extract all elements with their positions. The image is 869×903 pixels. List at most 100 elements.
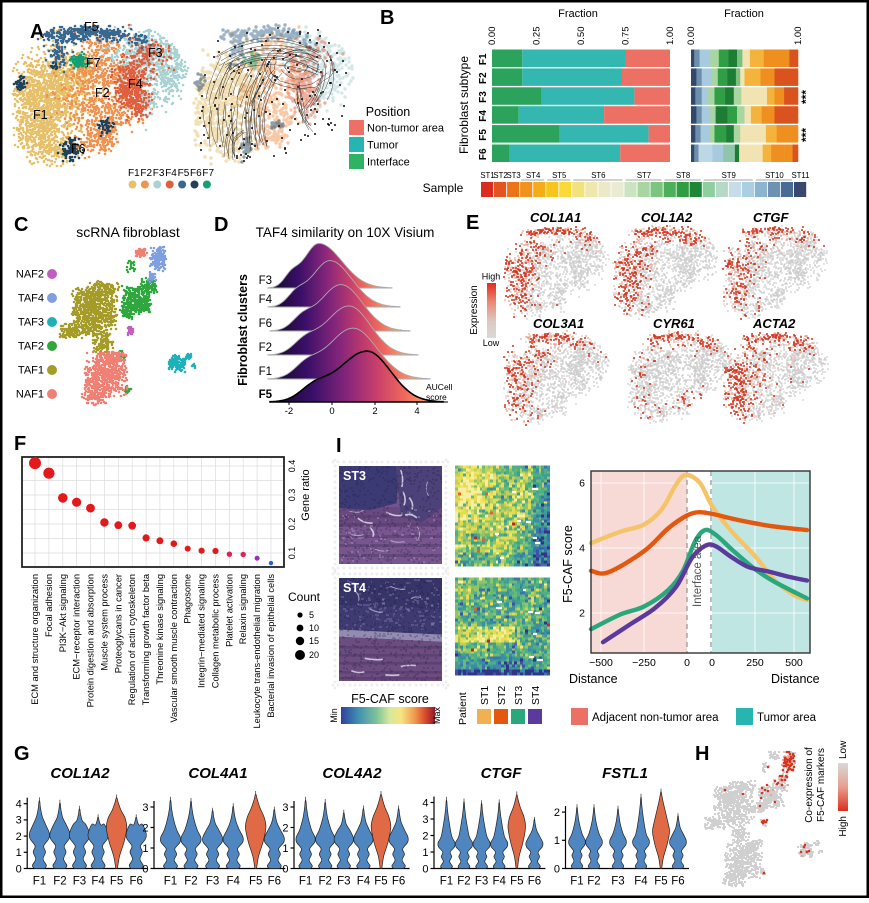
svg-text:0.1: 0.1 bbox=[287, 547, 297, 560]
svg-text:Proteoglycans in cancer: Proteoglycans in cancer bbox=[113, 574, 123, 673]
svg-text:0: 0 bbox=[282, 863, 288, 875]
svg-text:F5: F5 bbox=[654, 876, 667, 888]
svg-text:scRNA fibroblast: scRNA fibroblast bbox=[76, 224, 180, 240]
svg-text:ECM and structure organization: ECM and structure organization bbox=[30, 574, 40, 705]
svg-text:***: *** bbox=[799, 90, 813, 104]
svg-text:0.75: 0.75 bbox=[621, 27, 632, 46]
svg-text:ST3: ST3 bbox=[343, 469, 366, 483]
svg-text:Threonine kinase signaling: Threonine kinase signaling bbox=[155, 574, 165, 685]
svg-text:Position: Position bbox=[366, 105, 411, 119]
svg-text:Co-expression of: Co-expression of bbox=[804, 747, 815, 823]
svg-text:D: D bbox=[214, 214, 228, 236]
svg-text:ST2: ST2 bbox=[493, 171, 507, 180]
svg-text:Fraction: Fraction bbox=[724, 8, 764, 20]
svg-text:F4: F4 bbox=[128, 77, 143, 91]
svg-text:F3: F3 bbox=[153, 168, 165, 179]
svg-text:COL3A1: COL3A1 bbox=[533, 316, 584, 331]
svg-text:Patient: Patient bbox=[457, 692, 469, 725]
svg-text:High: High bbox=[838, 816, 849, 837]
svg-text:ST1: ST1 bbox=[480, 171, 494, 180]
svg-text:F2: F2 bbox=[140, 168, 152, 179]
svg-text:High: High bbox=[482, 272, 501, 282]
svg-text:Tumor area: Tumor area bbox=[757, 712, 817, 724]
svg-text:0: 0 bbox=[554, 863, 560, 875]
svg-text:COL1A2: COL1A2 bbox=[641, 210, 693, 225]
svg-text:C: C bbox=[14, 214, 28, 236]
svg-text:F2: F2 bbox=[318, 876, 331, 888]
svg-text:ST4: ST4 bbox=[530, 686, 542, 705]
svg-text:NAF2: NAF2 bbox=[16, 269, 44, 281]
svg-text:4: 4 bbox=[422, 797, 428, 809]
svg-text:3: 3 bbox=[282, 802, 288, 814]
svg-text:F5: F5 bbox=[259, 389, 273, 401]
svg-text:250: 250 bbox=[746, 657, 764, 669]
svg-text:0: 0 bbox=[142, 863, 148, 875]
svg-text:ST2: ST2 bbox=[496, 686, 508, 705]
svg-text:Interface: Interface bbox=[367, 157, 410, 169]
svg-text:2: 2 bbox=[579, 608, 585, 620]
svg-text:FSTL1: FSTL1 bbox=[602, 765, 648, 782]
svg-text:PI3K−Akt signaling: PI3K−Akt signaling bbox=[58, 574, 68, 652]
svg-text:F3: F3 bbox=[206, 876, 219, 888]
svg-text:F: F bbox=[14, 433, 26, 455]
svg-text:4: 4 bbox=[16, 799, 22, 811]
svg-text:ST11: ST11 bbox=[791, 171, 809, 180]
svg-text:F2: F2 bbox=[95, 86, 110, 100]
svg-text:1: 1 bbox=[16, 847, 22, 859]
svg-text:F6: F6 bbox=[129, 876, 142, 888]
svg-text:COL1A2: COL1A2 bbox=[50, 765, 110, 782]
svg-text:Collagen metabolic process: Collagen metabolic process bbox=[210, 574, 220, 689]
svg-text:Regulation of actin cytoskelet: Regulation of actin cytoskeleton bbox=[127, 574, 137, 705]
svg-text:F6: F6 bbox=[71, 142, 86, 156]
svg-text:F1: F1 bbox=[299, 876, 312, 888]
svg-text:Transforming growth factor bet: Transforming growth factor beta bbox=[141, 573, 151, 705]
svg-text:F5: F5 bbox=[478, 129, 489, 141]
svg-text:F1: F1 bbox=[259, 366, 272, 378]
svg-text:F4: F4 bbox=[357, 876, 371, 888]
svg-text:ST6: ST6 bbox=[591, 171, 605, 180]
svg-text:F5-CAF score: F5-CAF score bbox=[351, 692, 429, 706]
svg-text:0.50: 0.50 bbox=[576, 27, 587, 46]
svg-text:2: 2 bbox=[142, 822, 148, 834]
svg-text:G: G bbox=[14, 743, 30, 765]
svg-text:Min: Min bbox=[329, 708, 339, 723]
svg-text:F3: F3 bbox=[337, 876, 350, 888]
svg-text:Tumor: Tumor bbox=[367, 140, 399, 152]
svg-text:ST4: ST4 bbox=[526, 171, 541, 180]
svg-text:F4: F4 bbox=[478, 110, 489, 122]
svg-text:ST3: ST3 bbox=[513, 686, 525, 705]
svg-text:ST9: ST9 bbox=[722, 171, 736, 180]
svg-text:TAF2: TAF2 bbox=[18, 341, 44, 353]
svg-text:Focal adhesion: Focal adhesion bbox=[44, 574, 54, 637]
svg-text:Leukocyte trans-endothelial mi: Leukocyte trans-endothelial migration bbox=[252, 574, 262, 729]
svg-text:ACTA2: ACTA2 bbox=[752, 316, 796, 331]
svg-text:F4: F4 bbox=[259, 294, 273, 306]
svg-text:ST1: ST1 bbox=[479, 686, 491, 705]
svg-text:Distance: Distance bbox=[569, 672, 618, 686]
svg-text:CYR61: CYR61 bbox=[653, 316, 695, 331]
svg-text:0: 0 bbox=[16, 863, 22, 875]
svg-text:F1: F1 bbox=[33, 108, 48, 122]
svg-text:TAF3: TAF3 bbox=[18, 317, 44, 329]
svg-text:F1: F1 bbox=[440, 876, 453, 888]
svg-text:F1: F1 bbox=[164, 876, 177, 888]
svg-text:3: 3 bbox=[142, 802, 148, 814]
svg-text:F4: F4 bbox=[634, 876, 648, 888]
svg-text:Relaxin signaling: Relaxin signaling bbox=[238, 574, 248, 644]
svg-text:F6: F6 bbox=[528, 876, 541, 888]
svg-text:2: 2 bbox=[282, 822, 288, 834]
svg-text:Integrin−mediated signaling: Integrin−mediated signaling bbox=[197, 574, 207, 688]
svg-text:Sample: Sample bbox=[423, 181, 464, 195]
svg-text:F2: F2 bbox=[478, 72, 489, 84]
svg-text:F6: F6 bbox=[478, 148, 489, 160]
svg-text:F6: F6 bbox=[671, 876, 684, 888]
svg-text:−500: −500 bbox=[589, 657, 613, 669]
svg-text:F5: F5 bbox=[84, 20, 99, 34]
svg-text:Gene ratio: Gene ratio bbox=[300, 469, 312, 520]
svg-text:Vascular smooth muscle contrac: Vascular smooth muscle contraction bbox=[169, 574, 179, 723]
svg-text:10: 10 bbox=[309, 623, 319, 633]
svg-text:F6: F6 bbox=[190, 168, 202, 179]
svg-text:Expression: Expression bbox=[469, 285, 480, 334]
svg-text:Low: Low bbox=[483, 338, 500, 348]
svg-text:F5-CAF markers: F5-CAF markers bbox=[816, 748, 827, 822]
